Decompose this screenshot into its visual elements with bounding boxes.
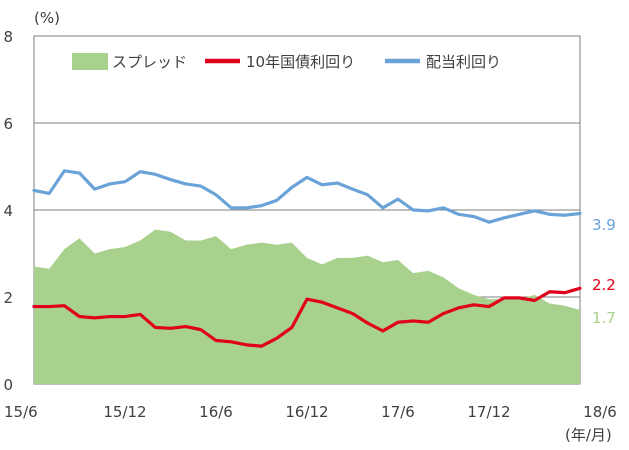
x-tick-label: 18/6 xyxy=(583,403,617,421)
x-tick-label: 16/12 xyxy=(285,403,328,421)
x-tick-label: 17/6 xyxy=(381,403,415,421)
x-axis-unit: (年/月) xyxy=(565,426,612,444)
legend-label-dividend: 配当利回り xyxy=(426,53,501,71)
y-tick-label: 8 xyxy=(3,28,13,46)
y-tick-label: 2 xyxy=(3,289,13,307)
y-tick-label: 6 xyxy=(3,115,13,133)
x-axis-ticks: 15/6 15/12 16/6 16/12 17/6 17/12 18/6 xyxy=(4,403,617,421)
y-axis-unit: (%) xyxy=(34,9,60,27)
y-tick-label: 0 xyxy=(3,376,13,394)
legend-label-bond: 10年国債利回り xyxy=(246,53,355,71)
end-label-dividend: 3.9 xyxy=(592,216,616,234)
x-tick-label: 15/12 xyxy=(103,403,146,421)
end-label-bond: 2.2 xyxy=(592,276,616,294)
y-tick-label: 4 xyxy=(3,202,13,220)
dividend-yield-line xyxy=(32,169,582,224)
x-tick-label: 15/6 xyxy=(4,403,38,421)
end-label-spread: 1.7 xyxy=(592,309,616,327)
legend-label-spread: スプレッド xyxy=(112,53,187,71)
y-axis-ticks: 0 2 4 6 8 xyxy=(3,28,13,394)
legend: スプレッド 10年国債利回り 配当利回り xyxy=(72,53,501,71)
x-tick-label: 16/6 xyxy=(199,403,233,421)
x-tick-label: 17/12 xyxy=(467,403,510,421)
legend-swatch-spread xyxy=(72,53,108,70)
spread-area xyxy=(34,229,580,384)
bond-yield-line xyxy=(32,286,582,348)
